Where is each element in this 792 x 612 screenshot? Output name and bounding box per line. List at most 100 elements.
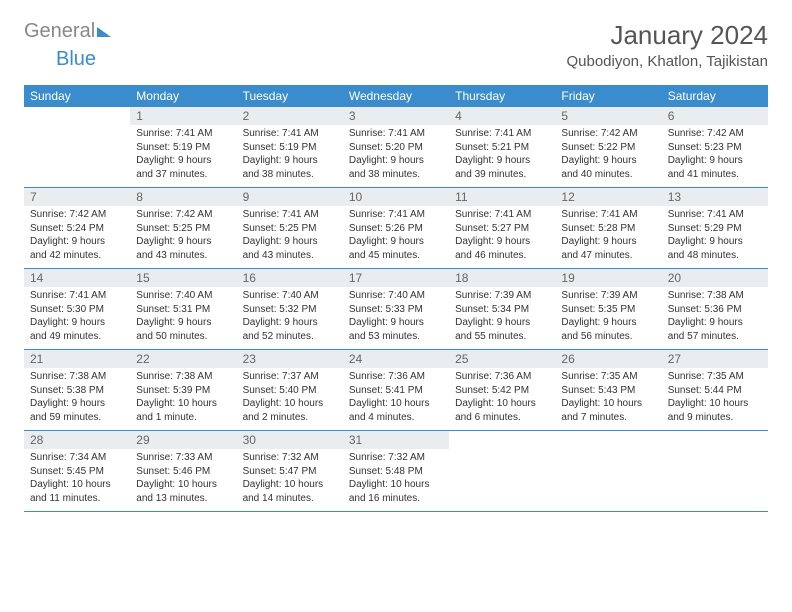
daylight-text: Daylight: 10 hours and 1 minute. <box>136 397 230 424</box>
calendar-cell <box>662 431 768 512</box>
calendar-cell: 27Sunrise: 7:35 AMSunset: 5:44 PMDayligh… <box>662 350 768 431</box>
sunrise-text: Sunrise: 7:37 AM <box>243 370 337 384</box>
weekday-header: Monday <box>130 85 236 107</box>
day-data: Sunrise: 7:39 AMSunset: 5:34 PMDaylight:… <box>449 287 555 349</box>
daylight-text: Daylight: 9 hours and 52 minutes. <box>243 316 337 343</box>
sunrise-text: Sunrise: 7:35 AM <box>668 370 762 384</box>
calendar-cell: 23Sunrise: 7:37 AMSunset: 5:40 PMDayligh… <box>237 350 343 431</box>
sunset-text: Sunset: 5:21 PM <box>455 141 549 155</box>
day-number: 30 <box>237 431 343 449</box>
sunrise-text: Sunrise: 7:41 AM <box>349 208 443 222</box>
sunset-text: Sunset: 5:24 PM <box>30 222 124 236</box>
day-data: Sunrise: 7:40 AMSunset: 5:33 PMDaylight:… <box>343 287 449 349</box>
calendar-cell: 11Sunrise: 7:41 AMSunset: 5:27 PMDayligh… <box>449 188 555 269</box>
day-data: Sunrise: 7:33 AMSunset: 5:46 PMDaylight:… <box>130 449 236 511</box>
calendar-cell: 20Sunrise: 7:38 AMSunset: 5:36 PMDayligh… <box>662 269 768 350</box>
sunrise-text: Sunrise: 7:35 AM <box>561 370 655 384</box>
sunrise-text: Sunrise: 7:41 AM <box>349 127 443 141</box>
sunrise-text: Sunrise: 7:41 AM <box>243 208 337 222</box>
daylight-text: Daylight: 9 hours and 47 minutes. <box>561 235 655 262</box>
daylight-text: Daylight: 9 hours and 48 minutes. <box>668 235 762 262</box>
weekday-header: Friday <box>555 85 661 107</box>
day-number: 11 <box>449 188 555 206</box>
sunrise-text: Sunrise: 7:42 AM <box>561 127 655 141</box>
sunset-text: Sunset: 5:31 PM <box>136 303 230 317</box>
title-block: January 2024 Qubodiyon, Khatlon, Tajikis… <box>566 20 768 70</box>
daylight-text: Daylight: 10 hours and 2 minutes. <box>243 397 337 424</box>
sunset-text: Sunset: 5:36 PM <box>668 303 762 317</box>
daylight-text: Daylight: 9 hours and 39 minutes. <box>455 154 549 181</box>
day-data: Sunrise: 7:41 AMSunset: 5:20 PMDaylight:… <box>343 125 449 187</box>
sunset-text: Sunset: 5:34 PM <box>455 303 549 317</box>
calendar-body: 1Sunrise: 7:41 AMSunset: 5:19 PMDaylight… <box>24 107 768 512</box>
calendar-cell: 16Sunrise: 7:40 AMSunset: 5:32 PMDayligh… <box>237 269 343 350</box>
daylight-text: Daylight: 9 hours and 37 minutes. <box>136 154 230 181</box>
day-number: 13 <box>662 188 768 206</box>
sunrise-text: Sunrise: 7:41 AM <box>455 208 549 222</box>
sunrise-text: Sunrise: 7:38 AM <box>668 289 762 303</box>
sunset-text: Sunset: 5:32 PM <box>243 303 337 317</box>
day-number: 25 <box>449 350 555 368</box>
daylight-text: Daylight: 10 hours and 6 minutes. <box>455 397 549 424</box>
daylight-text: Daylight: 9 hours and 42 minutes. <box>30 235 124 262</box>
day-data: Sunrise: 7:41 AMSunset: 5:19 PMDaylight:… <box>130 125 236 187</box>
calendar-cell <box>555 431 661 512</box>
sunset-text: Sunset: 5:43 PM <box>561 384 655 398</box>
daylight-text: Daylight: 10 hours and 7 minutes. <box>561 397 655 424</box>
weekday-header: Wednesday <box>343 85 449 107</box>
location-label: Qubodiyon, Khatlon, Tajikistan <box>566 53 768 70</box>
daylight-text: Daylight: 9 hours and 56 minutes. <box>561 316 655 343</box>
calendar-row: 7Sunrise: 7:42 AMSunset: 5:24 PMDaylight… <box>24 188 768 269</box>
day-number: 8 <box>130 188 236 206</box>
day-data: Sunrise: 7:32 AMSunset: 5:47 PMDaylight:… <box>237 449 343 511</box>
daylight-text: Daylight: 9 hours and 57 minutes. <box>668 316 762 343</box>
daylight-text: Daylight: 10 hours and 16 minutes. <box>349 478 443 505</box>
day-data: Sunrise: 7:42 AMSunset: 5:24 PMDaylight:… <box>24 206 130 268</box>
calendar-cell: 3Sunrise: 7:41 AMSunset: 5:20 PMDaylight… <box>343 107 449 188</box>
day-data: Sunrise: 7:41 AMSunset: 5:27 PMDaylight:… <box>449 206 555 268</box>
sunrise-text: Sunrise: 7:41 AM <box>561 208 655 222</box>
calendar-cell: 1Sunrise: 7:41 AMSunset: 5:19 PMDaylight… <box>130 107 236 188</box>
sunrise-text: Sunrise: 7:40 AM <box>349 289 443 303</box>
day-number: 7 <box>24 188 130 206</box>
day-number: 23 <box>237 350 343 368</box>
daylight-text: Daylight: 9 hours and 55 minutes. <box>455 316 549 343</box>
day-data: Sunrise: 7:41 AMSunset: 5:21 PMDaylight:… <box>449 125 555 187</box>
day-number: 27 <box>662 350 768 368</box>
calendar-row: 1Sunrise: 7:41 AMSunset: 5:19 PMDaylight… <box>24 107 768 188</box>
calendar-row: 21Sunrise: 7:38 AMSunset: 5:38 PMDayligh… <box>24 350 768 431</box>
sunrise-text: Sunrise: 7:36 AM <box>455 370 549 384</box>
weekday-header: Saturday <box>662 85 768 107</box>
sunset-text: Sunset: 5:20 PM <box>349 141 443 155</box>
sunrise-text: Sunrise: 7:41 AM <box>455 127 549 141</box>
calendar-cell: 18Sunrise: 7:39 AMSunset: 5:34 PMDayligh… <box>449 269 555 350</box>
calendar-cell: 6Sunrise: 7:42 AMSunset: 5:23 PMDaylight… <box>662 107 768 188</box>
daylight-text: Daylight: 9 hours and 40 minutes. <box>561 154 655 181</box>
sunrise-text: Sunrise: 7:42 AM <box>136 208 230 222</box>
sunset-text: Sunset: 5:22 PM <box>561 141 655 155</box>
calendar-cell: 26Sunrise: 7:35 AMSunset: 5:43 PMDayligh… <box>555 350 661 431</box>
day-data: Sunrise: 7:40 AMSunset: 5:31 PMDaylight:… <box>130 287 236 349</box>
calendar-row: 28Sunrise: 7:34 AMSunset: 5:45 PMDayligh… <box>24 431 768 512</box>
day-data: Sunrise: 7:41 AMSunset: 5:30 PMDaylight:… <box>24 287 130 349</box>
sunrise-text: Sunrise: 7:41 AM <box>136 127 230 141</box>
calendar-cell: 2Sunrise: 7:41 AMSunset: 5:19 PMDaylight… <box>237 107 343 188</box>
logo-sail-icon <box>97 27 111 37</box>
daylight-text: Daylight: 9 hours and 38 minutes. <box>349 154 443 181</box>
sunrise-text: Sunrise: 7:42 AM <box>30 208 124 222</box>
sunset-text: Sunset: 5:19 PM <box>243 141 337 155</box>
sunrise-text: Sunrise: 7:36 AM <box>349 370 443 384</box>
calendar-cell: 25Sunrise: 7:36 AMSunset: 5:42 PMDayligh… <box>449 350 555 431</box>
calendar-row: 14Sunrise: 7:41 AMSunset: 5:30 PMDayligh… <box>24 269 768 350</box>
day-data: Sunrise: 7:42 AMSunset: 5:23 PMDaylight:… <box>662 125 768 187</box>
day-data: Sunrise: 7:41 AMSunset: 5:25 PMDaylight:… <box>237 206 343 268</box>
calendar-cell: 30Sunrise: 7:32 AMSunset: 5:47 PMDayligh… <box>237 431 343 512</box>
sunset-text: Sunset: 5:44 PM <box>668 384 762 398</box>
day-data: Sunrise: 7:35 AMSunset: 5:43 PMDaylight:… <box>555 368 661 430</box>
day-data: Sunrise: 7:39 AMSunset: 5:35 PMDaylight:… <box>555 287 661 349</box>
day-data: Sunrise: 7:42 AMSunset: 5:25 PMDaylight:… <box>130 206 236 268</box>
day-number: 1 <box>130 107 236 125</box>
calendar-table: SundayMondayTuesdayWednesdayThursdayFrid… <box>24 85 768 512</box>
daylight-text: Daylight: 9 hours and 59 minutes. <box>30 397 124 424</box>
sunset-text: Sunset: 5:35 PM <box>561 303 655 317</box>
